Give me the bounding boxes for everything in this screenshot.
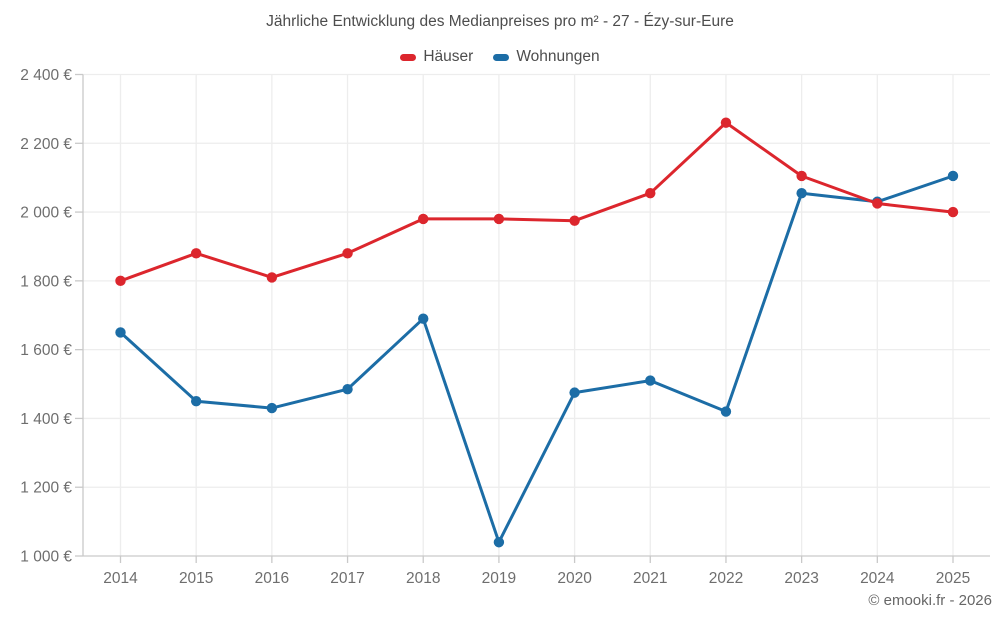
x-tick-label: 2021 <box>633 570 667 587</box>
y-tick-label: 1 800 € <box>20 273 72 290</box>
legend: Häuser Wohnungen <box>0 48 1000 66</box>
data-point-wohnungen-2018[interactable] <box>418 313 429 324</box>
x-tick-label: 2022 <box>709 570 743 587</box>
copyright-text: © emooki.fr - 2026 <box>868 592 992 609</box>
x-tick-label: 2014 <box>103 570 138 587</box>
data-point-häuser-2022[interactable] <box>720 117 732 128</box>
legend-item-häuser[interactable]: Häuser <box>400 48 473 66</box>
x-tick-label: 2020 <box>557 570 592 587</box>
data-point-wohnungen-2015[interactable] <box>190 396 202 407</box>
x-tick-label: 2024 <box>860 570 895 587</box>
y-tick-label: 1 600 € <box>20 342 72 359</box>
data-point-häuser-2014[interactable] <box>115 275 126 287</box>
legend-label: Häuser <box>423 48 474 65</box>
data-point-häuser-2016[interactable] <box>266 272 278 283</box>
chart-title: Jährliche Entwicklung des Medianpreises … <box>266 13 734 30</box>
data-point-wohnungen-2022[interactable] <box>720 406 732 417</box>
data-point-wohnungen-2025[interactable] <box>947 170 959 182</box>
data-point-häuser-2020[interactable] <box>569 215 580 226</box>
series-line-wohnungen <box>119 174 955 544</box>
y-tick-label: 2 200 € <box>20 136 72 153</box>
data-point-häuser-2023[interactable] <box>796 170 807 182</box>
series-line-häuser <box>119 121 955 283</box>
data-point-häuser-2015[interactable] <box>190 248 202 259</box>
data-point-wohnungen-2016[interactable] <box>266 402 278 414</box>
data-point-häuser-2018[interactable] <box>418 213 429 225</box>
data-point-häuser-2017[interactable] <box>342 248 353 259</box>
x-tick-label: 2017 <box>330 570 364 587</box>
x-tick-label: 2019 <box>482 570 516 587</box>
x-tick-label: 2015 <box>179 570 213 587</box>
data-point-häuser-2019[interactable] <box>493 213 505 225</box>
data-point-häuser-2021[interactable] <box>645 187 656 199</box>
y-tick-label: 1 000 € <box>20 549 72 566</box>
y-tick-label: 2 000 € <box>20 205 72 222</box>
data-point-häuser-2024[interactable] <box>872 198 883 209</box>
data-point-wohnungen-2020[interactable] <box>569 387 580 398</box>
y-tick-label: 1 400 € <box>20 411 72 428</box>
legend-swatch-icon <box>493 53 510 61</box>
data-point-wohnungen-2021[interactable] <box>645 375 656 386</box>
data-point-wohnungen-2023[interactable] <box>796 187 807 199</box>
x-tick-label: 2016 <box>255 570 289 587</box>
y-tick-label: 2 400 € <box>20 67 72 84</box>
y-tick-label: 1 200 € <box>20 480 72 497</box>
x-tick-label: 2023 <box>784 570 818 587</box>
x-tick-label: 2025 <box>936 570 970 587</box>
x-tick-label: 2018 <box>406 570 440 587</box>
data-point-wohnungen-2019[interactable] <box>493 537 505 548</box>
data-point-wohnungen-2014[interactable] <box>115 327 126 338</box>
data-point-häuser-2025[interactable] <box>947 206 959 218</box>
legend-swatch-icon <box>400 53 417 61</box>
legend-item-wohnungen[interactable]: Wohnungen <box>493 48 600 66</box>
data-point-wohnungen-2017[interactable] <box>342 383 353 395</box>
legend-label: Wohnungen <box>516 48 600 65</box>
